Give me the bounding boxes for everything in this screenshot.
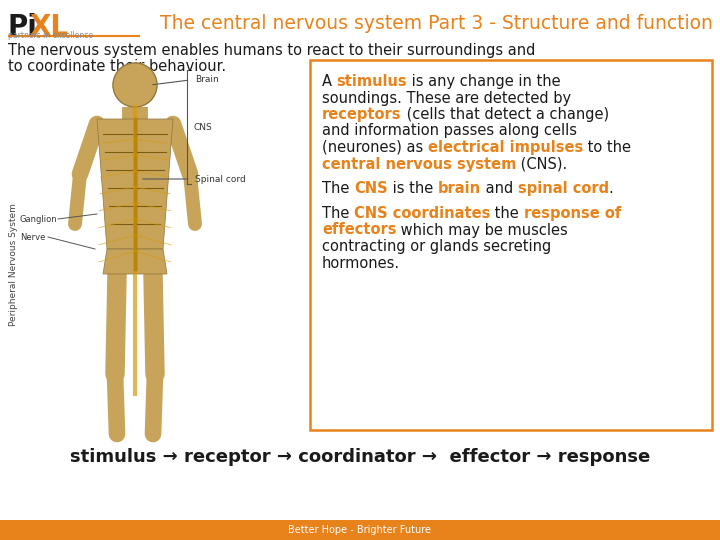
Text: A: A — [322, 74, 337, 89]
Text: The nervous system enables humans to react to their surroundings and: The nervous system enables humans to rea… — [8, 43, 536, 58]
Text: contracting or glands secreting: contracting or glands secreting — [322, 239, 552, 254]
Text: (cells that detect a change): (cells that detect a change) — [402, 107, 608, 122]
Text: CNS: CNS — [354, 181, 387, 196]
Text: central nervous system: central nervous system — [322, 157, 516, 172]
Text: to coordinate their behaviour.: to coordinate their behaviour. — [8, 59, 226, 74]
Text: CNS: CNS — [194, 123, 212, 132]
Text: hormones.: hormones. — [322, 255, 400, 271]
Bar — [0, 520, 720, 540]
Text: effectors: effectors — [322, 222, 397, 238]
Text: Pi: Pi — [8, 13, 38, 41]
Polygon shape — [103, 249, 167, 274]
Text: stimulus: stimulus — [337, 74, 408, 89]
Text: to the: to the — [583, 140, 631, 155]
Text: brain: brain — [438, 181, 481, 196]
Circle shape — [113, 63, 157, 107]
Text: spinal cord: spinal cord — [518, 181, 608, 196]
Text: Spinal cord: Spinal cord — [195, 174, 246, 184]
Text: The: The — [322, 181, 354, 196]
Text: response of: response of — [523, 206, 621, 221]
Text: XL: XL — [29, 13, 68, 41]
Text: .: . — [608, 181, 613, 196]
Text: The central nervous system Part 3 - Structure and function: The central nervous system Part 3 - Stru… — [160, 14, 713, 33]
Text: partners in excellence: partners in excellence — [8, 31, 93, 40]
Text: soundings. These are detected by: soundings. These are detected by — [322, 91, 571, 105]
Text: stimulus → receptor → coordinator →  effector → response: stimulus → receptor → coordinator → effe… — [70, 448, 650, 466]
Text: and information passes along cells: and information passes along cells — [322, 124, 577, 138]
Text: Brain: Brain — [195, 76, 219, 84]
Text: receptors: receptors — [322, 107, 402, 122]
Text: CNS coordinates: CNS coordinates — [354, 206, 490, 221]
Text: Better Hope - Brighter Future: Better Hope - Brighter Future — [289, 525, 431, 535]
Text: is the: is the — [387, 181, 438, 196]
FancyBboxPatch shape — [310, 60, 712, 430]
Polygon shape — [97, 119, 173, 249]
Text: Peripheral Nervous System: Peripheral Nervous System — [9, 204, 19, 327]
Text: is any change in the: is any change in the — [408, 74, 561, 89]
Text: and: and — [481, 181, 518, 196]
Text: Ganglion: Ganglion — [20, 214, 58, 224]
Text: electrical impulses: electrical impulses — [428, 140, 583, 155]
Text: The: The — [322, 206, 354, 221]
Text: Nerve: Nerve — [20, 233, 45, 241]
Text: which may be muscles: which may be muscles — [397, 222, 568, 238]
Text: (neurones) as: (neurones) as — [322, 140, 428, 155]
Text: the: the — [490, 206, 523, 221]
Text: (CNS).: (CNS). — [516, 157, 567, 172]
